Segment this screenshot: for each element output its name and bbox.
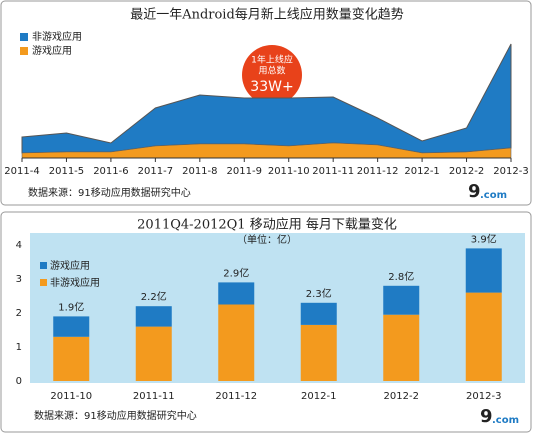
logo: 9 — [480, 406, 493, 427]
bar — [135, 306, 172, 327]
bar — [135, 326, 172, 381]
annotation: 用总数 — [258, 65, 285, 77]
y-tick-label: 1 — [16, 342, 22, 353]
bar — [465, 292, 502, 381]
x-tick-label: 2011-10 — [268, 166, 310, 177]
badge — [242, 45, 302, 105]
x-tick-label: 2011-7 — [138, 166, 173, 177]
chart-title: 2011Q4-2012Q1 移动应用 每月下载量变化 — [137, 217, 397, 233]
legend-swatch — [20, 47, 28, 55]
legend-label: 游戏应用 — [50, 259, 90, 272]
legend-label: 游戏应用 — [32, 44, 72, 57]
y-tick-label: 0 — [16, 376, 22, 387]
x-tick-label: 2012-3 — [493, 166, 528, 177]
bar — [300, 302, 337, 325]
x-tick-label: 2011-12 — [215, 391, 257, 402]
total-label: 2.2亿 — [141, 290, 167, 303]
area — [21, 142, 512, 159]
bar — [300, 324, 337, 381]
x-tick-label: 2012-1 — [404, 166, 439, 177]
legend-label: 非游戏应用 — [32, 30, 82, 43]
annotation: 1年上线应 — [251, 54, 293, 66]
source: 数据来源：91移动应用数据研究中心 — [34, 409, 197, 422]
x-tick-label: 2011-9 — [227, 166, 262, 177]
total-label: 2.3亿 — [306, 287, 332, 300]
legend-swatch — [40, 279, 47, 286]
x-tick-label: 2012-2 — [449, 166, 484, 177]
legend-label: 非游戏应用 — [50, 276, 100, 289]
plot-bg — [30, 233, 525, 383]
x-tick-label: 2011-11 — [312, 166, 354, 177]
bar — [218, 304, 255, 381]
annotation: 33W+ — [250, 79, 293, 95]
x-tick-label: 2011-12 — [357, 166, 399, 177]
chart-title: 最近一年Android每月新上线应用数量变化趋势 — [130, 7, 404, 23]
x-tick-label: 2011-6 — [93, 166, 128, 177]
x-tick-label: 2011-11 — [133, 391, 175, 402]
y-tick-label: 2 — [16, 308, 22, 319]
total-label: 2.9亿 — [223, 266, 249, 279]
chart-subtitle: （单位：亿） — [237, 233, 297, 246]
bar — [53, 316, 90, 337]
total-label: 1.9亿 — [58, 300, 84, 313]
total-label: 3.9亿 — [471, 232, 497, 245]
x-tick-label: 2012-1 — [301, 391, 336, 402]
x-tick-label: 2011-10 — [50, 391, 92, 402]
x-tick-label: 2012-2 — [384, 391, 419, 402]
x-tick-label: 2012-3 — [466, 391, 501, 402]
logo: 9 — [468, 181, 481, 202]
bar — [465, 248, 502, 293]
source: 数据来源：91移动应用数据研究中心 — [28, 186, 191, 199]
total-label: 2.8亿 — [388, 270, 414, 283]
y-tick-label: 3 — [16, 274, 22, 285]
logo: .com — [480, 190, 507, 201]
x-tick-label: 2011-8 — [182, 166, 217, 177]
logo: .com — [492, 415, 519, 426]
x-tick-label: 2011-5 — [49, 166, 84, 177]
bar — [218, 282, 255, 305]
legend-swatch — [40, 262, 47, 269]
x-tick-label: 2011-4 — [4, 166, 39, 177]
bar — [53, 336, 90, 381]
legend-swatch — [20, 33, 28, 41]
bar — [383, 285, 420, 315]
bar — [383, 314, 420, 381]
y-tick-label: 4 — [16, 240, 22, 251]
